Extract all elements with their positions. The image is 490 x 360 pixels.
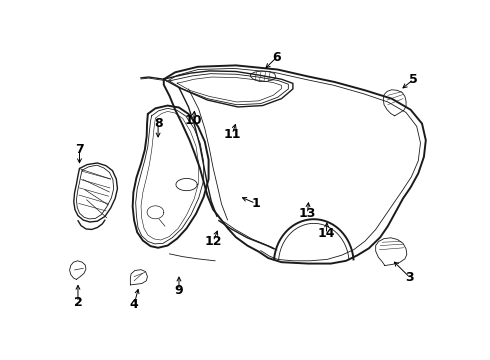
Text: 5: 5: [409, 73, 418, 86]
Text: 11: 11: [223, 128, 241, 141]
Text: 3: 3: [406, 271, 414, 284]
Text: 1: 1: [251, 197, 260, 210]
Text: 14: 14: [318, 228, 335, 240]
Text: 2: 2: [74, 296, 82, 309]
Text: 6: 6: [272, 50, 281, 64]
Text: 4: 4: [130, 298, 139, 311]
Text: 7: 7: [75, 143, 84, 156]
Text: 12: 12: [204, 235, 222, 248]
Text: 13: 13: [298, 207, 316, 220]
Text: 8: 8: [154, 117, 162, 130]
Text: 9: 9: [174, 284, 183, 297]
Text: 10: 10: [185, 114, 202, 127]
